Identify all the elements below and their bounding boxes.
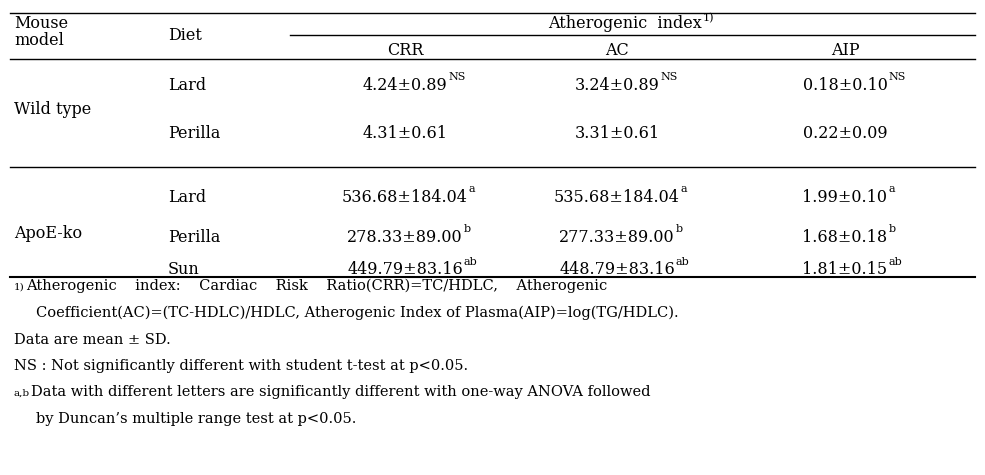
Text: NS: NS <box>888 72 906 82</box>
Text: 1): 1) <box>14 283 25 292</box>
Text: a: a <box>888 184 895 194</box>
Text: b: b <box>464 224 471 234</box>
Text: b: b <box>676 224 683 234</box>
Text: 4.24±0.89: 4.24±0.89 <box>362 76 447 94</box>
Text: model: model <box>14 32 64 49</box>
Text: NS: NS <box>660 72 678 82</box>
Text: 1.99±0.10: 1.99±0.10 <box>803 189 887 206</box>
Text: 0.22±0.09: 0.22±0.09 <box>803 124 887 142</box>
Text: Coefficient(AC)=(TC-HDLC)/HDLC, Atherogenic Index of Plasma(AIP)=log(TG/HDLC).: Coefficient(AC)=(TC-HDLC)/HDLC, Atheroge… <box>36 305 679 320</box>
Text: Data are mean ± SD.: Data are mean ± SD. <box>14 333 170 347</box>
Text: 1.68±0.18: 1.68±0.18 <box>803 228 887 246</box>
Text: by Duncan’s multiple range test at p<0.05.: by Duncan’s multiple range test at p<0.0… <box>36 412 357 426</box>
Text: 448.79±83.16: 448.79±83.16 <box>559 262 675 278</box>
Text: Lard: Lard <box>168 76 206 94</box>
Text: Perilla: Perilla <box>168 228 221 246</box>
Text: Atherogenic    index:    Cardiac    Risk    Ratio(CRR)=TC/HDLC,    Atherogenic: Atherogenic index: Cardiac Risk Ratio(CR… <box>26 279 607 293</box>
Text: ab: ab <box>464 257 478 267</box>
Text: 1.81±0.15: 1.81±0.15 <box>803 262 887 278</box>
Text: Mouse: Mouse <box>14 15 68 32</box>
Text: 3.31±0.61: 3.31±0.61 <box>574 124 660 142</box>
Text: Lard: Lard <box>168 189 206 206</box>
Text: ApoE-ko: ApoE-ko <box>14 225 82 242</box>
Text: 3.24±0.89: 3.24±0.89 <box>574 76 659 94</box>
Text: 0.18±0.10: 0.18±0.10 <box>803 76 887 94</box>
Text: AIP: AIP <box>830 42 859 59</box>
Text: 1): 1) <box>703 13 714 23</box>
Text: Diet: Diet <box>168 28 202 45</box>
Text: Wild type: Wild type <box>14 101 92 117</box>
Text: a: a <box>681 184 688 194</box>
Text: ab: ab <box>888 257 902 267</box>
Text: a: a <box>469 184 476 194</box>
Text: Sun: Sun <box>168 262 200 278</box>
Text: Perilla: Perilla <box>168 124 221 142</box>
Text: AC: AC <box>605 42 628 59</box>
Text: NS : Not significantly different with student t-test at p<0.05.: NS : Not significantly different with st… <box>14 359 468 373</box>
Text: NS: NS <box>448 72 466 82</box>
Text: 536.68±184.04: 536.68±184.04 <box>342 189 468 206</box>
Text: 535.68±184.04: 535.68±184.04 <box>554 189 680 206</box>
Text: CRR: CRR <box>387 42 424 59</box>
Text: ab: ab <box>676 257 689 267</box>
Text: a,b: a,b <box>14 389 31 398</box>
Text: 278.33±89.00: 278.33±89.00 <box>347 228 463 246</box>
Text: Data with different letters are significantly different with one-way ANOVA follo: Data with different letters are signific… <box>32 385 651 399</box>
Text: 277.33±89.00: 277.33±89.00 <box>559 228 675 246</box>
Text: 4.31±0.61: 4.31±0.61 <box>362 124 447 142</box>
Text: b: b <box>888 224 895 234</box>
Text: 449.79±83.16: 449.79±83.16 <box>347 262 463 278</box>
Text: Atherogenic  index: Atherogenic index <box>548 15 702 32</box>
